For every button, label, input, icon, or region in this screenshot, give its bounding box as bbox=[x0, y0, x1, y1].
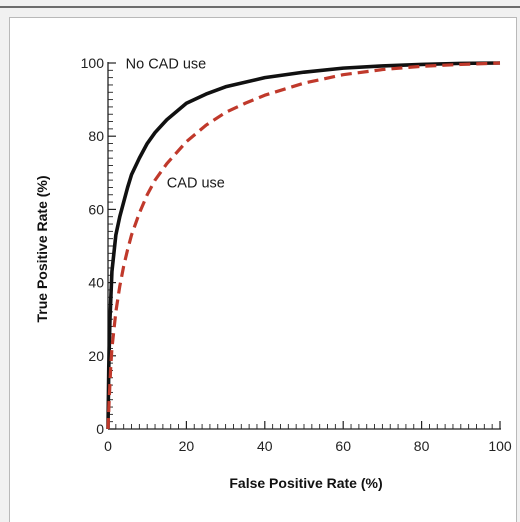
y-axis-title: True Positive Rate (%) bbox=[34, 175, 50, 322]
y-tick-label: 0 bbox=[96, 421, 104, 437]
series bbox=[106, 61, 501, 430]
y-tick-label: 60 bbox=[88, 201, 104, 217]
y-tick-label: 20 bbox=[88, 348, 104, 364]
y-tick-label: 40 bbox=[88, 275, 104, 291]
header-rule bbox=[0, 6, 520, 8]
x-tick-label: 100 bbox=[488, 438, 512, 454]
x-tick-label: 20 bbox=[179, 438, 195, 454]
y-tick-label: 80 bbox=[88, 128, 104, 144]
cad-use-label: CAD use bbox=[167, 175, 225, 191]
series-line-cad-use bbox=[106, 61, 501, 430]
labels: False Positive Rate (%) True Positive Ra… bbox=[34, 56, 383, 491]
ticks: 0 20 40 60 80 100 0 20 40 60 80 100 bbox=[81, 55, 512, 454]
x-tick-label: 40 bbox=[257, 438, 273, 454]
y-tick-label: 100 bbox=[81, 55, 105, 71]
figure-panel bbox=[9, 17, 517, 522]
x-axis-title: False Positive Rate (%) bbox=[229, 475, 382, 491]
x-tick-label: 80 bbox=[414, 438, 430, 454]
no-cad-use-label: No CAD use bbox=[126, 56, 207, 72]
series-line-no-cad-use bbox=[106, 61, 501, 430]
x-tick-label: 0 bbox=[104, 438, 112, 454]
x-tick-label: 60 bbox=[335, 438, 351, 454]
axes bbox=[107, 62, 501, 430]
